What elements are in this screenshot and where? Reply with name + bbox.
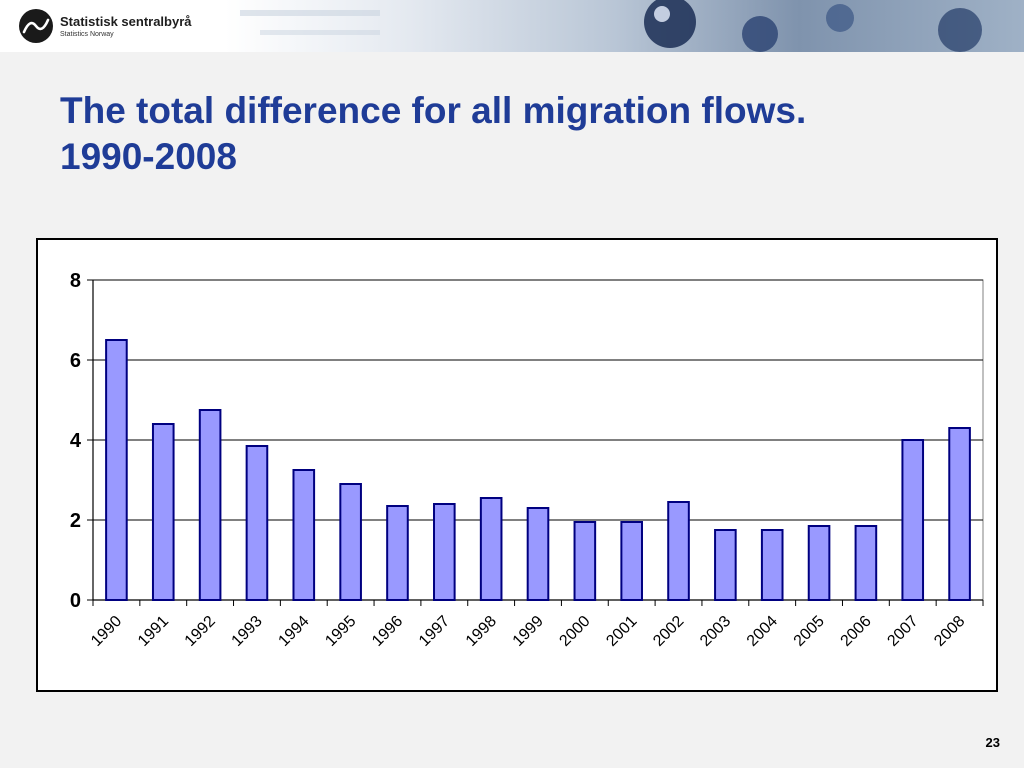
bar-1999 [526,507,550,601]
x-tick-label: 1992 [182,613,219,650]
x-tick-label: 2001 [603,613,640,650]
bar-2000 [573,521,597,601]
ssb-logo-icon [19,9,53,43]
bar-1997 [433,503,456,601]
x-tick-label: 2006 [838,613,875,650]
x-tick-label: 2000 [556,613,593,650]
slide-title-line-1: The total difference for all migration f… [60,90,807,131]
y-tick-label: 6 [70,350,81,372]
page-number: 23 [985,735,1000,750]
bar-1998 [479,497,503,601]
x-tick-label: 2005 [791,613,828,650]
bar-2004 [760,529,784,601]
bar-1992 [198,409,222,601]
brand-subtitle: Statistics Norway [60,31,114,38]
x-tick-label: 2008 [931,613,968,650]
bar-chart: 0 2 4 6 8 1990 1991 1992 1993 1994 1995 1996 1997 199… [70,270,984,650]
brand-name: Statistisk sentralbyrå [60,14,192,29]
bar-1993 [245,445,269,601]
bar-2005 [807,525,831,601]
y-tick-label: 2 [70,510,81,532]
slide-title: The total difference for all migration f… [60,88,1000,180]
x-tick-label: 1990 [88,613,125,650]
y-tick-label: 4 [70,430,82,452]
x-tick-label: 2004 [744,613,781,650]
bar-2008 [948,427,971,601]
x-tick-label: 2002 [650,613,687,650]
bar-1991 [151,423,175,601]
x-tick-label: 2007 [884,613,921,650]
bar-2007 [901,439,925,601]
bar-1995 [339,483,362,601]
bar-2001 [620,521,643,601]
header-band: Statistisk sentralbyrå Statistics Norway [0,0,1024,52]
bar-1994 [292,469,316,601]
chart-frame: 0 2 4 6 8 1990 1991 1992 1993 1994 1995 1996 1997 199… [36,238,998,692]
y-tick-label: 0 [70,590,81,612]
bar-1990 [105,339,128,601]
x-tick-label: 1991 [135,613,172,650]
logo: Statistisk sentralbyrå Statistics Norway [18,8,218,44]
x-tick-label: 1994 [275,613,312,650]
bar-2003 [714,529,737,601]
x-tick-label: 1998 [463,613,500,650]
x-tick-label: 1995 [322,613,359,650]
x-tick-label: 1993 [229,613,266,650]
header-decoration-image [240,0,982,52]
y-tick-label: 8 [70,270,81,292]
bar-2006 [854,525,878,601]
slide-title-line-2: 1990-2008 [60,136,237,177]
x-tick-label: 1996 [369,613,406,650]
bar-2002 [667,501,690,601]
bar-1996 [386,505,409,601]
x-tick-label: 2003 [697,613,734,650]
x-tick-label: 1997 [416,613,453,650]
x-tick-label: 1999 [510,613,547,650]
